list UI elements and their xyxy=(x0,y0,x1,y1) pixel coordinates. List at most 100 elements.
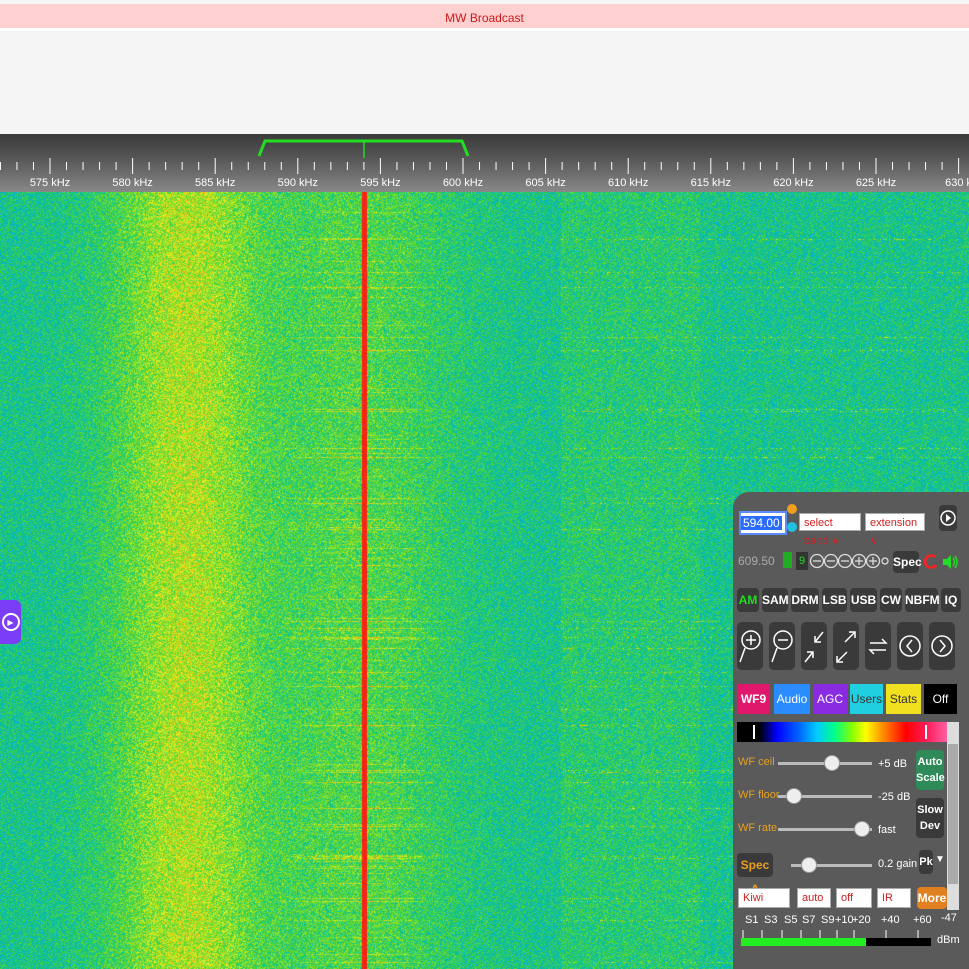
wf-ceil-value: +5 dB xyxy=(878,758,908,770)
scrollbar-thumb[interactable] xyxy=(948,744,958,884)
smeter-bar-fill xyxy=(741,938,867,946)
scale-label: 625 kHz xyxy=(856,177,896,189)
wf-floor-track[interactable] xyxy=(778,795,872,798)
wf-rate-track[interactable] xyxy=(778,828,872,831)
wf-rate-slider[interactable] xyxy=(854,821,870,837)
swap-button[interactable] xyxy=(865,622,891,670)
pk-dropdown-icon[interactable]: ▼ xyxy=(935,854,945,865)
scale-label: 585 kHz xyxy=(195,177,235,189)
auto-select[interactable]: auto xyxy=(797,888,831,908)
tab-audio[interactable]: Audio xyxy=(774,684,810,714)
zoom-level: 9 xyxy=(796,552,808,570)
wf-floor-value: -25 dB xyxy=(878,791,911,803)
chevron-right-icon xyxy=(931,635,953,657)
play-circle-icon xyxy=(940,510,956,526)
ir-select-label: IR xyxy=(882,892,893,904)
smeter-bar-track xyxy=(741,938,931,946)
smeter-unit: dBm xyxy=(937,934,960,946)
play-button[interactable] xyxy=(939,505,957,531)
scale-label: 595 kHz xyxy=(360,177,400,189)
mode-usb[interactable]: USB xyxy=(850,588,877,612)
smeter-label-plus10: +10 xyxy=(835,914,854,926)
scale-label: 615 kHz xyxy=(691,177,731,189)
spec-button[interactable]: Spec xyxy=(893,551,922,573)
zoom-out-button[interactable] xyxy=(769,622,795,670)
smeter-label-s5: S5 xyxy=(784,914,798,926)
spec-delta-track[interactable] xyxy=(791,864,872,867)
auto-scale-button[interactable]: Auto Scale xyxy=(916,750,945,790)
colormap-bar[interactable] xyxy=(737,722,959,742)
mode-drm[interactable]: DRM xyxy=(791,588,819,612)
smeter-label-s7: S7 xyxy=(802,914,816,926)
scale-label: 590 kHz xyxy=(278,177,318,189)
tab-stats[interactable]: Stats xyxy=(886,684,921,714)
slow-dev-button[interactable]: Slow Dev xyxy=(916,798,944,838)
kiwi-select[interactable]: Kiwi xyxy=(738,888,790,908)
link-icon[interactable] xyxy=(783,552,792,568)
mode-lsb[interactable]: LSB xyxy=(822,588,847,612)
zoom-out-icon xyxy=(771,630,793,663)
speaker-icon[interactable] xyxy=(941,552,959,572)
open-panel-button[interactable]: ▶ xyxy=(0,600,21,644)
wf-rate-value: fast xyxy=(878,824,896,836)
scale-label: 630 k xyxy=(945,177,969,189)
chevron-left-icon xyxy=(899,635,921,657)
control-panel: 594.00 select band ∨ extension ∨ 609.50 … xyxy=(733,492,969,969)
tab-wf[interactable]: WF9 xyxy=(737,684,770,714)
zoom-in-button[interactable] xyxy=(737,622,763,670)
scale-label: 580 kHz xyxy=(112,177,152,189)
smeter-ticks xyxy=(742,930,919,938)
freq-down-icon[interactable] xyxy=(787,522,797,532)
zoom-controls[interactable] xyxy=(809,550,889,572)
page-left-button[interactable] xyxy=(897,622,923,670)
smeter-value: -47 xyxy=(941,912,957,924)
select-band-dropdown[interactable]: select band ∨ xyxy=(799,513,861,547)
extension-dropdown[interactable]: extension ∨ xyxy=(865,513,925,547)
scale-label: 620 kHz xyxy=(773,177,813,189)
spectrum-area xyxy=(0,28,969,137)
pk-button[interactable]: Pk xyxy=(919,850,933,874)
zoom-max-in-button[interactable] xyxy=(801,622,827,670)
more-button[interactable]: More xyxy=(917,887,947,909)
wf-ceil-slider[interactable] xyxy=(824,755,841,771)
tab-off[interactable]: Off xyxy=(924,684,957,714)
wf-rate-label: WF rate xyxy=(738,822,778,834)
tab-users[interactable]: Users xyxy=(850,684,883,714)
freq-up-icon[interactable] xyxy=(787,504,797,514)
smeter-label-plus20: +20 xyxy=(852,914,871,926)
wf-floor-slider[interactable] xyxy=(786,788,802,804)
mode-nbfm[interactable]: NBFM xyxy=(905,588,940,612)
s-meter: S1 S3 S5 S7 S9 +10 +20 +40 +60 -47 dBm xyxy=(733,912,969,969)
smeter-label-s1: S1 xyxy=(745,914,759,926)
colormap-ceil-marker[interactable] xyxy=(925,725,927,739)
colormap-floor-marker[interactable] xyxy=(753,725,755,739)
refresh-icon[interactable] xyxy=(923,552,939,572)
ir-select[interactable]: IR xyxy=(877,888,911,908)
select-band-label: select band xyxy=(804,517,833,547)
zoom-in-icon xyxy=(739,630,761,663)
spec-delta-value: 0.2 gain xyxy=(878,858,918,870)
tab-agc[interactable]: AGC xyxy=(813,684,847,714)
mode-am[interactable]: AM xyxy=(737,588,759,612)
wf-floor-label: WF floor xyxy=(738,789,780,801)
play-icon: ▶ xyxy=(1,613,20,631)
spec-delta-slider[interactable] xyxy=(801,857,818,873)
mode-sam[interactable]: SAM xyxy=(762,588,789,612)
off-select[interactable]: off xyxy=(836,888,872,908)
spec-delta-button[interactable]: Spec Δ xyxy=(737,853,773,896)
compress-icon xyxy=(804,631,824,663)
mode-cw[interactable]: CW xyxy=(880,588,902,612)
mode-iq[interactable]: IQ xyxy=(941,588,961,612)
frequency-scale-svg: 575 kHz 580 kHz 585 kHz 590 kHz 595 kHz 600 k… xyxy=(0,139,969,189)
title-bar: MW Broadcast xyxy=(0,4,969,28)
smeter-label-plus40: +40 xyxy=(881,914,900,926)
auto-select-label: auto xyxy=(802,892,824,904)
page-right-button[interactable] xyxy=(929,622,955,670)
sub-frequency: 609.50 xyxy=(738,554,775,568)
frequency-input[interactable]: 594.00 xyxy=(739,511,787,535)
zoom-max-out-button[interactable] xyxy=(833,622,859,670)
off-select-label: off xyxy=(841,892,854,904)
frequency-scale[interactable]: 575 kHz 580 kHz 585 kHz 590 kHz 595 kHz 600 k… xyxy=(0,134,969,192)
scale-label: 610 kHz xyxy=(608,177,648,189)
expand-icon xyxy=(836,631,856,663)
